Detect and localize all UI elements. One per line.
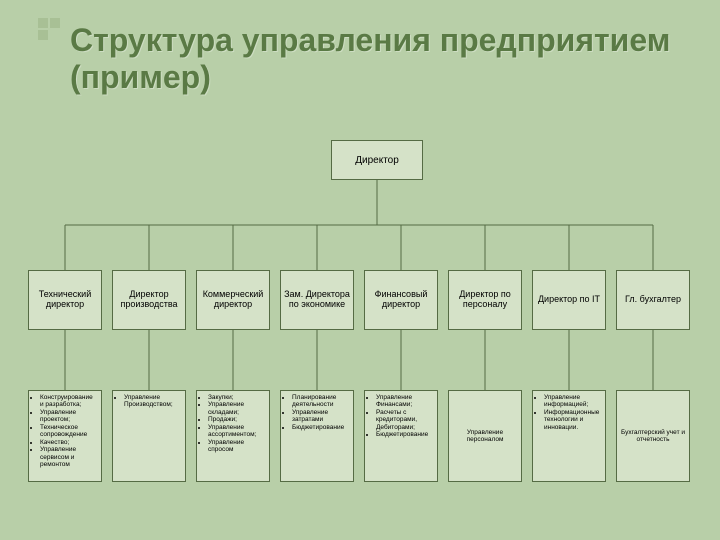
org-director: Директор производства xyxy=(112,270,186,330)
org-director: Коммерческий директор xyxy=(196,270,270,330)
org-director: Технический директор xyxy=(28,270,102,330)
org-director: Гл. бухгалтер xyxy=(616,270,690,330)
org-function: Управление Финансами;Расчеты с кредитора… xyxy=(364,390,438,482)
slide: Структура управления предприятием (приме… xyxy=(0,0,720,540)
org-director: Зам. Директора по экономике xyxy=(280,270,354,330)
org-function: Закупки;Управление складами;Продажи;Упра… xyxy=(196,390,270,482)
org-director: Финансовый директор xyxy=(364,270,438,330)
deco-square xyxy=(50,18,60,28)
org-director: Директор по персоналу xyxy=(448,270,522,330)
org-function: Бухгалтерский учет и отчетность xyxy=(616,390,690,482)
org-function: Управление Производством; xyxy=(112,390,186,482)
org-director: Директор по IT xyxy=(532,270,606,330)
deco-square xyxy=(38,18,48,28)
slide-title: Структура управления предприятием (приме… xyxy=(70,22,720,96)
org-root: Директор xyxy=(331,140,423,180)
org-function: Конструирование и разработка;Управление … xyxy=(28,390,102,482)
org-function: Управление персоналом xyxy=(448,390,522,482)
org-function: Планирование деятельностиУправление затр… xyxy=(280,390,354,482)
org-function: Управление информацией;Информационные те… xyxy=(532,390,606,482)
deco-square xyxy=(38,30,48,40)
